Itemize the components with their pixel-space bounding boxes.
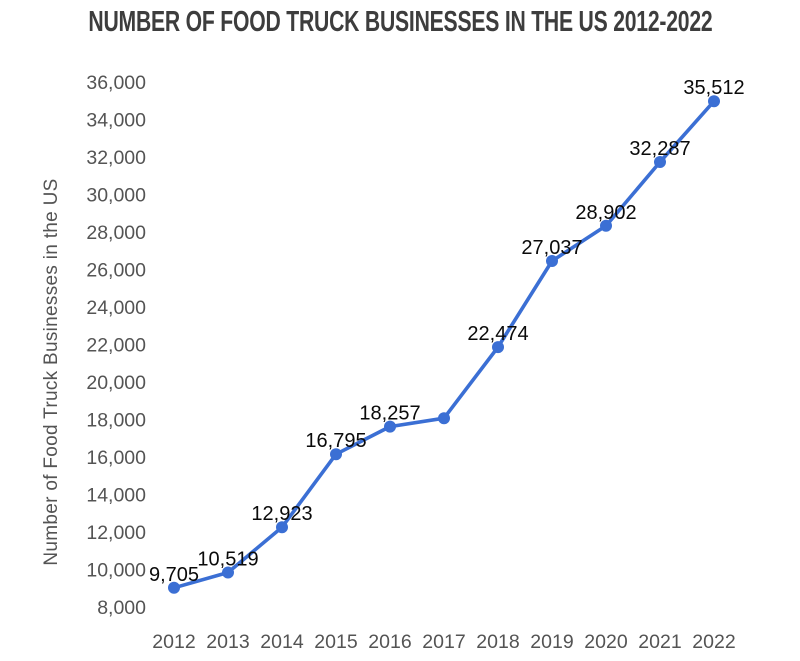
x-tick-label: 2012	[152, 631, 195, 653]
chart-title: NUMBER OF FOOD TRUCK BUSINESSES IN THE U…	[87, 6, 713, 38]
y-tick-label: 36,000	[86, 72, 146, 94]
y-tick-label: 8,000	[97, 597, 146, 619]
x-tick-label: 2019	[530, 631, 573, 653]
data-point	[384, 420, 396, 433]
y-tick-label: 32,000	[86, 147, 146, 169]
x-tick-label: 2014	[260, 631, 304, 653]
data-point-label: 32,287	[629, 138, 690, 160]
y-tick-label: 16,000	[86, 447, 146, 469]
x-tick-label: 2017	[422, 631, 465, 653]
y-tick-label: 12,000	[86, 522, 146, 544]
data-point	[492, 341, 504, 354]
x-tick-label: 2018	[476, 631, 519, 653]
y-tick-label: 28,000	[86, 222, 146, 244]
y-tick-label: 26,000	[86, 259, 146, 281]
data-point	[330, 448, 342, 461]
data-point-label: 27,037	[521, 237, 582, 259]
data-point-label: 12,923	[251, 503, 312, 525]
x-tick-label: 2016	[368, 631, 411, 653]
data-point	[438, 412, 450, 425]
data-point-label: 18,257	[359, 403, 420, 425]
data-point	[654, 156, 666, 168]
x-axis-tick-labels: 2012 2013 2014 2015 2016 2017 2018 2019 2020 2021…	[152, 631, 735, 653]
data-point	[222, 566, 234, 579]
x-tick-label: 2015	[314, 631, 358, 653]
data-point	[276, 521, 288, 534]
y-tick-label: 34,000	[86, 109, 146, 131]
data-point	[168, 581, 180, 594]
x-tick-label: 2022	[692, 631, 735, 653]
data-point	[600, 219, 612, 232]
y-tick-label: 22,000	[86, 334, 146, 356]
y-axis-tick-labels: 36,000 34,000 32,000 30,000 28,000 26,000 24,0…	[86, 72, 146, 619]
y-tick-label: 10,000	[86, 559, 146, 581]
x-tick-label: 2021	[638, 631, 681, 653]
y-tick-label: 18,000	[86, 409, 146, 431]
data-point-label: 10,519	[197, 549, 258, 571]
data-point-label: 22,474	[467, 323, 528, 345]
y-tick-label: 24,000	[86, 297, 146, 319]
data-point-label: 9,705	[149, 564, 199, 586]
chart-title-row: NUMBER OF FOOD TRUCK BUSINESSES IN THE U…	[0, 6, 800, 39]
data-series	[168, 95, 720, 594]
data-point	[546, 255, 558, 267]
y-tick-label: 30,000	[86, 184, 146, 206]
y-tick-label: 14,000	[86, 484, 146, 506]
data-point-label: 35,512	[683, 77, 744, 99]
y-tick-label: 20,000	[86, 372, 146, 394]
data-point-label: 28,902	[575, 202, 636, 224]
data-point	[708, 95, 720, 108]
y-axis-title: Number of Food Truck Businesses in the U…	[41, 178, 62, 565]
data-point-label: 16,795	[305, 430, 366, 452]
x-tick-label: 2020	[584, 631, 628, 653]
x-tick-label: 2013	[206, 631, 249, 653]
